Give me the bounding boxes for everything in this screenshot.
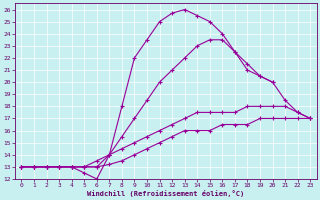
X-axis label: Windchill (Refroidissement éolien,°C): Windchill (Refroidissement éolien,°C): [87, 190, 244, 197]
